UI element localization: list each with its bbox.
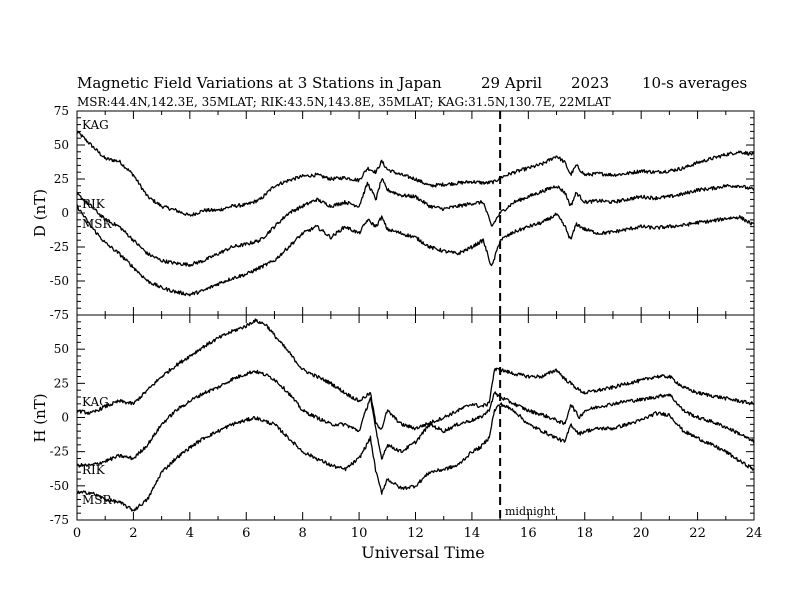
d-series-label-kag: KAG [82,118,109,132]
h-y-tick-label: 50 [54,342,69,356]
x-tick-label: 24 [746,526,763,541]
midnight-label: midnight [505,505,556,518]
h-series-kag [76,318,755,431]
x-tick-label: 6 [242,526,250,541]
d-y-tick-label: -75 [50,308,69,322]
x-axis-label: Universal Time [361,543,484,562]
h-y-tick-label: 25 [54,376,69,390]
x-tick-label: 0 [73,526,81,541]
d-y-tick-label: 0 [61,206,69,220]
chart-title: Magnetic Field Variations at 3 Stations … [77,74,442,92]
chart-date-year: 2023 [571,74,609,92]
x-tick-label: 14 [464,526,481,541]
d-y-tick-label: -25 [50,240,69,254]
h-series-msr [76,402,755,512]
x-tick-label: 20 [633,526,650,541]
d-series-kag [76,130,755,217]
chart-date-day: 29 April [481,74,542,92]
d-y-tick-label: 50 [54,138,69,152]
h-y-tick-label: -25 [50,445,69,459]
d-series-rik [76,178,755,268]
chart-averaging: 10-s averages [642,74,747,92]
h-axis-label: H (nT) [31,393,49,442]
d-y-tick-label: 25 [54,172,69,186]
x-tick-label: 2 [129,526,137,541]
d-y-tick-label: -50 [50,274,69,288]
h-y-tick-label: -50 [50,479,69,493]
h-y-tick-label: -75 [50,513,69,527]
x-tick-label: 4 [186,526,194,541]
x-tick-label: 12 [407,526,424,541]
x-tick-label: 16 [520,526,537,541]
h-panel-frame [76,314,755,521]
x-tick-label: 8 [299,526,307,541]
d-y-tick-label: 75 [54,104,69,118]
h-series-label-msr: MSR [82,493,113,507]
h-y-tick-label: 0 [61,411,69,425]
d-axis-label: D (nT) [31,189,49,237]
x-tick-label: 22 [689,526,706,541]
chart-stations-subtitle: MSR:44.4N,142.3E, 35MLAT; RIK:43.5N,143.… [77,95,611,109]
d-series-msr [76,204,755,297]
h-series-label-kag: KAG [82,395,109,409]
x-tick-label: 10 [351,526,368,541]
h-series-label-rik: RIK [82,463,106,477]
h-series-rik [76,369,755,468]
x-tick-label: 18 [576,526,593,541]
d-series-label-rik: RIK [82,197,106,211]
